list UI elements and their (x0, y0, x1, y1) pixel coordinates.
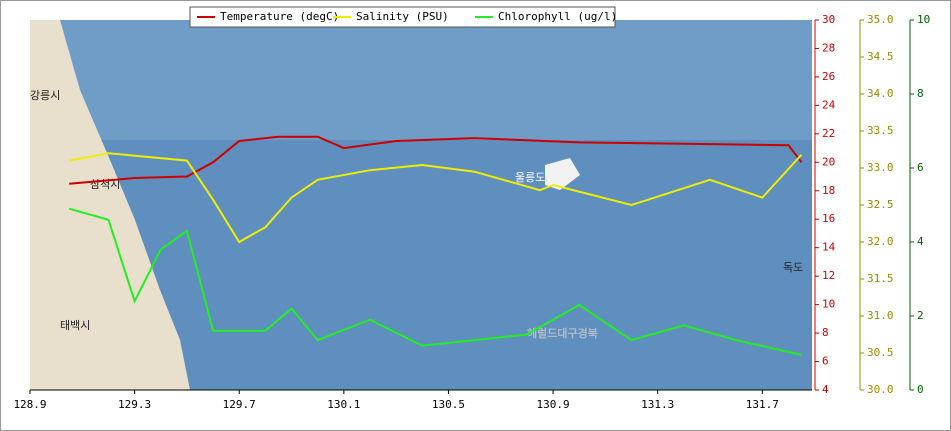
x-tick-label: 128.9 (13, 398, 46, 411)
series-line (69, 135, 803, 185)
y-tick-label: 32.5 (867, 198, 894, 211)
y-tick-label: 35.0 (867, 13, 894, 26)
annotation: 독도 (783, 261, 803, 274)
y-tick-label: 24 (822, 98, 836, 111)
y-tick-label: 31.0 (867, 309, 894, 322)
annotation: 울릉도 (515, 171, 545, 184)
y-tick-label: 4 (822, 383, 829, 396)
y-tick-label: 6 (917, 161, 924, 174)
y-tick-label: 12 (822, 269, 835, 282)
y-tick-label: 32.0 (867, 235, 894, 248)
y-tick-label: 8 (822, 326, 829, 339)
y-tick-label: 30.5 (867, 346, 894, 359)
x-tick-label: 130.1 (327, 398, 360, 411)
series-line (69, 152, 803, 244)
annotation: 헤럴드대구경북 (527, 326, 598, 340)
y-tick-label: 16 (822, 212, 835, 225)
y-tick-label: 33.5 (867, 124, 894, 137)
y-tick-label: 30 (822, 13, 835, 26)
x-tick-label: 129.3 (118, 398, 151, 411)
y-tick-label: 26 (822, 70, 835, 83)
y-tick-label: 22 (822, 127, 835, 140)
x-tick-label: 130.5 (432, 398, 465, 411)
y-tick-label: 10 (822, 298, 835, 311)
y-tick-label: 2 (917, 309, 924, 322)
legend-label: Chlorophyll (ug/l) (498, 10, 617, 23)
y-tick-label: 0 (917, 383, 924, 396)
x-tick-label: 131.7 (746, 398, 779, 411)
y-tick-label: 18 (822, 184, 835, 197)
annotation: 강릉시 (30, 89, 60, 102)
island (545, 158, 580, 190)
y-tick-label: 14 (822, 241, 836, 254)
series-line (68, 207, 802, 356)
y-tick-label: 34.5 (867, 50, 894, 63)
y-tick-label: 34.0 (867, 87, 894, 100)
legend (189, 6, 616, 28)
y-tick-label: 28 (822, 41, 835, 54)
y-tick-label: 31.5 (867, 272, 894, 285)
y-tick-label: 30.0 (867, 383, 894, 396)
legend-box (189, 6, 616, 28)
x-tick-label: 131.3 (641, 398, 674, 411)
legend-label: Temperature (degC) (220, 10, 339, 23)
y-tick-label: 33.0 (867, 161, 894, 174)
y-tick-label: 10 (917, 13, 930, 26)
annotation: 태백시 (60, 319, 90, 332)
y-tick-label: 6 (822, 355, 829, 368)
sea-shade (30, 20, 812, 140)
legend-label: Salinity (PSU) (356, 10, 449, 23)
x-tick-label: 129.7 (223, 398, 256, 411)
land (30, 20, 190, 390)
y-tick-label: 20 (822, 155, 835, 168)
y-tick-label: 8 (917, 87, 924, 100)
x-tick-label: 130.9 (537, 398, 570, 411)
y-tick-label: 4 (917, 235, 924, 248)
